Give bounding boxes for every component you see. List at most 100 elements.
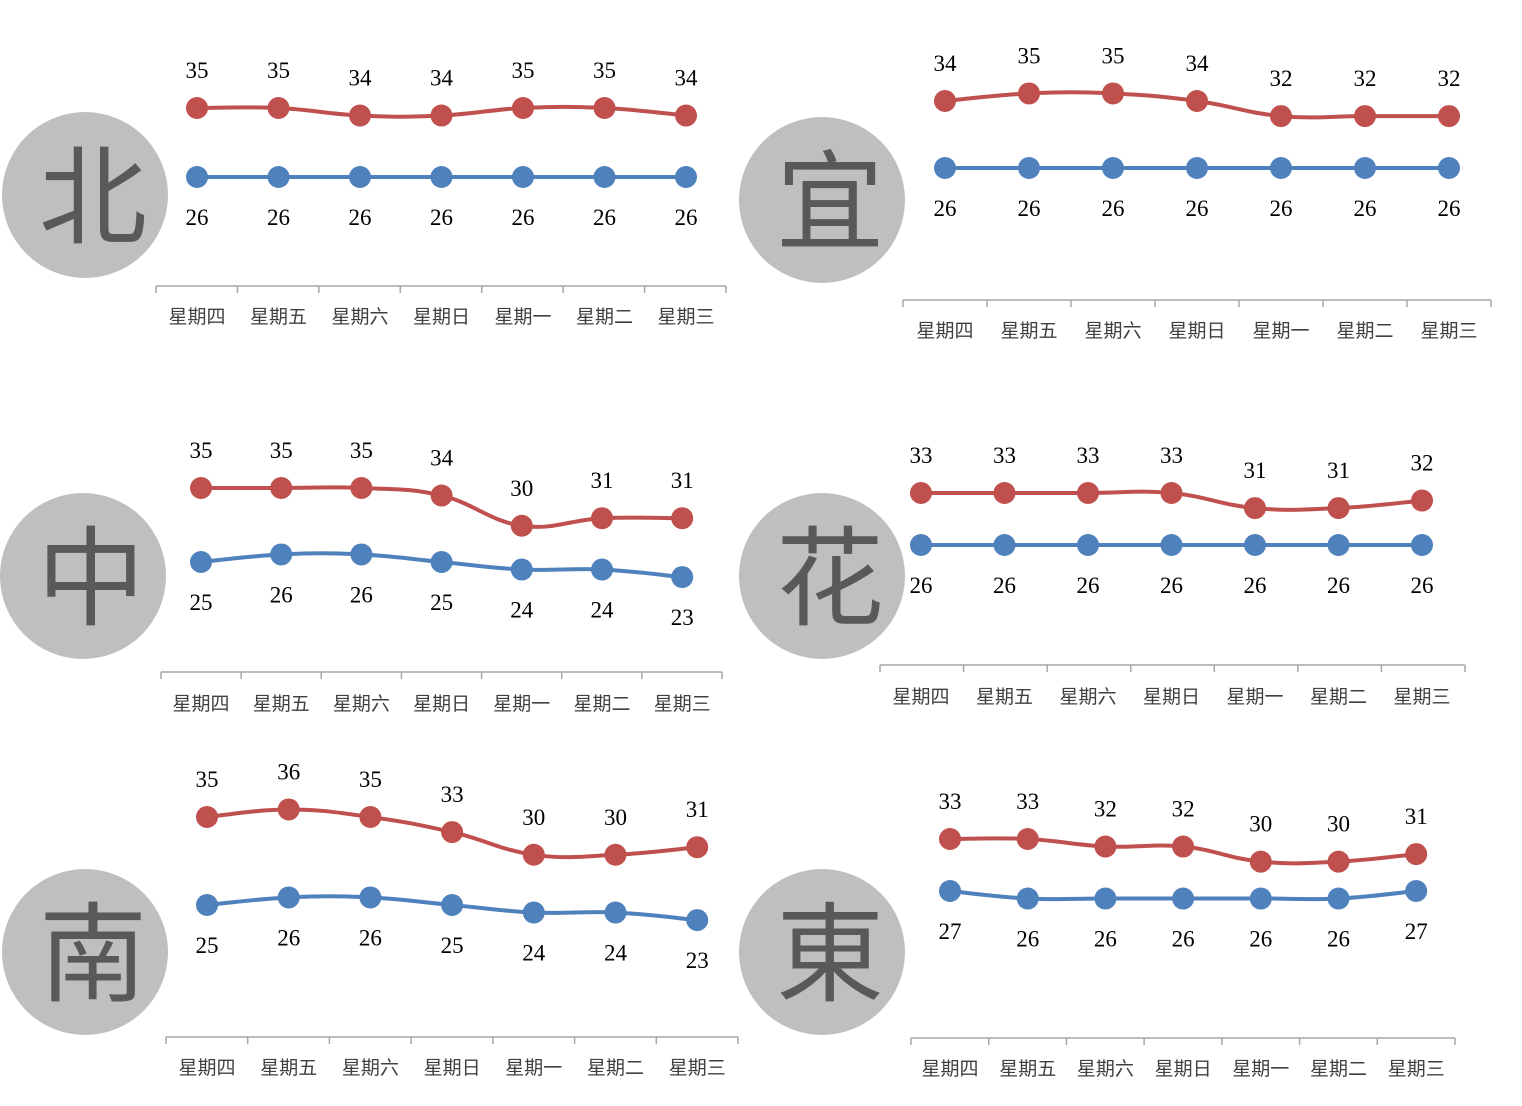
high-temp-label: 35 [190, 438, 213, 463]
low-temp-point [270, 543, 293, 566]
high-temp-point [277, 798, 300, 821]
low-temp-point [510, 558, 533, 581]
high-temp-label: 35 [270, 438, 293, 463]
x-tick-label: 星期一 [505, 1057, 562, 1079]
high-temp-label: 33 [1160, 443, 1183, 468]
high-temp-point [349, 104, 371, 127]
low-temp-label: 26 [1327, 927, 1350, 952]
region-badge [0, 493, 166, 659]
high-temp-point [1270, 105, 1292, 128]
low-temp-label: 26 [430, 205, 453, 230]
high-temp-label: 31 [671, 468, 694, 493]
low-temp-point [1327, 887, 1350, 910]
low-temp-point [186, 166, 208, 188]
x-tick-label: 星期日 [424, 1057, 481, 1079]
low-temp-label: 26 [350, 582, 373, 607]
high-temp-point [910, 482, 932, 504]
x-tick-label: 星期三 [669, 1057, 726, 1079]
region-badge [739, 869, 905, 1035]
x-tick-label: 星期五 [976, 686, 1033, 708]
high-temp-point [1244, 497, 1266, 520]
high-temp-label: 35 [186, 58, 209, 83]
low-temp-point [671, 566, 694, 589]
high-temp-point [196, 806, 218, 828]
low-temp-point [1411, 534, 1433, 556]
high-temp-label: 30 [604, 805, 627, 830]
high-temp-point [350, 477, 373, 499]
high-temp-point [1094, 835, 1117, 858]
high-temp-label: 35 [1018, 43, 1041, 68]
high-temp-label: 34 [349, 66, 373, 91]
region-label: 花 [776, 518, 884, 643]
high-temp-label: 32 [1438, 66, 1461, 91]
low-temp-label: 25 [441, 933, 464, 958]
high-temp-point [430, 484, 453, 507]
high-temp-point [1186, 90, 1208, 112]
low-temp-label: 26 [1077, 573, 1100, 598]
low-temp-label: 27 [1405, 919, 1428, 944]
high-temp-point [186, 97, 208, 119]
high-temp-label: 31 [1405, 804, 1428, 829]
low-temp-label: 26 [1244, 573, 1267, 598]
high-temp-point [1327, 497, 1350, 520]
low-temp-label: 26 [910, 573, 933, 598]
low-temp-point [939, 880, 961, 902]
low-temp-label: 26 [1327, 573, 1350, 598]
x-tick-label: 星期四 [172, 693, 229, 715]
low-temp-point [267, 166, 290, 188]
high-temp-point [1160, 482, 1183, 504]
region-badge [2, 869, 168, 1035]
low-temp-label: 24 [591, 598, 615, 623]
high-temp-point [1411, 489, 1433, 512]
low-temp-label: 25 [190, 590, 213, 615]
low-temp-label: 26 [277, 925, 300, 950]
low-temp-point [349, 166, 371, 188]
x-tick-label: 星期五 [999, 1058, 1056, 1080]
high-temp-label: 31 [686, 797, 709, 822]
x-tick-label: 星期四 [168, 306, 225, 328]
high-temp-point [512, 97, 534, 119]
region-badge [2, 112, 168, 278]
x-tick-label: 星期四 [892, 686, 949, 708]
high-temp-point [1102, 82, 1124, 105]
high-temp-label: 30 [522, 805, 545, 830]
low-temp-point [934, 157, 956, 179]
low-temp-label: 26 [1411, 573, 1434, 598]
x-tick-label: 星期日 [413, 693, 470, 715]
low-temp-point [430, 166, 453, 188]
low-temp-point [1249, 887, 1272, 910]
high-temp-label: 32 [1411, 451, 1434, 476]
low-temp-label: 24 [604, 941, 628, 966]
high-temp-point [359, 806, 382, 828]
x-tick-label: 星期二 [1310, 686, 1367, 708]
low-temp-point [350, 543, 373, 566]
low-temp-point [993, 534, 1016, 556]
x-tick-label: 星期日 [1168, 320, 1225, 342]
x-tick-label: 星期五 [250, 306, 307, 328]
low-temp-label: 26 [1094, 927, 1117, 952]
x-tick-label: 星期日 [413, 306, 470, 328]
low-temp-label: 26 [186, 205, 209, 230]
x-tick-label: 星期二 [1336, 320, 1393, 342]
high-temp-point [1018, 82, 1040, 105]
low-temp-point [1172, 887, 1195, 910]
low-temp-label: 26 [1160, 573, 1183, 598]
low-temp-label: 26 [1102, 196, 1125, 221]
high-temp-label: 35 [350, 438, 373, 463]
low-temp-point [277, 886, 300, 909]
low-temp-point [196, 894, 218, 916]
high-temp-label: 36 [277, 759, 300, 784]
x-tick-label: 星期一 [1252, 320, 1309, 342]
x-tick-label: 星期日 [1155, 1058, 1212, 1080]
high-temp-point [1405, 843, 1428, 866]
low-temp-point [1354, 157, 1376, 179]
high-temp-point [671, 507, 694, 530]
low-temp-label: 26 [1438, 196, 1461, 221]
low-temp-point [1270, 157, 1292, 179]
region-label: 中 [37, 518, 145, 643]
high-temp-label: 34 [1186, 51, 1210, 76]
